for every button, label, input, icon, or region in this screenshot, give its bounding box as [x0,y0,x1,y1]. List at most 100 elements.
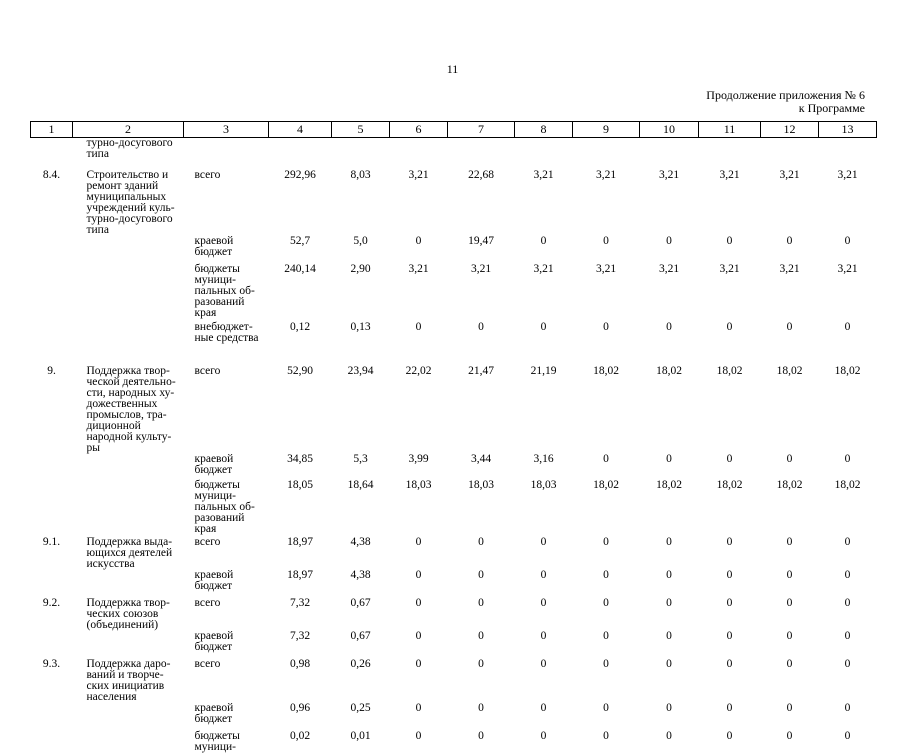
funding-source: бюджеты муници-пальных об-разований края [194,479,255,535]
table-row: бюджеты муници-пальных об-разований края 18… [31,476,877,535]
item-number [31,476,73,535]
amount-cell: 18,02 [593,365,619,377]
header-cell: 10 [639,121,699,138]
table-row: 9. Поддержка твор-ческой деятельно-сти, н… [31,344,877,454]
amount-cell: 18,03 [405,479,432,491]
funding-source: внебюджет-ные средства [194,321,259,344]
amount-cell: 0 [666,321,672,333]
funding-source: краевой бюджет [194,453,234,476]
item-number [31,236,73,258]
amount-cell [699,138,761,161]
amount-cell: 0 [415,630,422,642]
amount-cell: 3,21 [837,263,858,275]
table-row: бюджеты муници-пальных об-разований края 24… [31,258,877,319]
funding-source: краевой бюджет [194,569,234,592]
item-name: Поддержка твор-ческих союзов (объединений… [86,597,170,631]
amount-cell: 7,32 [289,630,311,642]
amount-cell: 23,94 [347,365,374,377]
amount-cell: 0,67 [350,597,371,609]
amount-cell: 21,47 [468,365,494,377]
amount-cell: 0 [666,569,672,581]
amount-cell: 0 [415,658,422,670]
amount-cell: 3,21 [533,263,554,275]
amount-cell: 292,96 [284,169,316,181]
amount-cell: 3,21 [408,169,429,181]
amount-cell: 3,21 [719,263,740,275]
table-row: краевой бюджет 34,85 5,3 3,99 3,44 3,16 0 0 0 0 0 [31,453,877,476]
item-number: 9. [47,365,56,377]
amount-cell: 18,02 [656,479,682,491]
amount-cell [269,138,332,161]
amount-cell: 0 [666,730,672,742]
item-number: 9.1. [42,536,61,548]
amount-cell: 0,96 [289,702,311,714]
table-row: краевой бюджет 0,96 0,25 0 0 0 0 0 0 0 0 [31,702,877,725]
amount-cell: 0 [726,658,733,670]
amount-cell: 3,16 [533,453,554,465]
item-number [31,725,73,753]
amount-cell: 0 [540,658,547,670]
table-row: 9.1. Поддержка выда-ющихся деятелей искусс… [31,535,877,570]
table-row: краевой бюджет 52,7 5,0 0 19,47 0 0 0 0 0 0 [31,235,877,258]
amount-cell: 7,32 [289,597,311,609]
amount-cell: 34,85 [287,453,313,465]
item-name [73,319,184,344]
amount-cell: 18,97 [287,569,313,581]
amount-cell: 0 [540,597,547,609]
item-number [31,631,73,653]
amount-cell: 0,01 [350,730,371,742]
header-cell: 2 [72,121,184,138]
continuation-line-1: Продолжение приложения № 6 [706,88,865,102]
amount-cell: 0 [603,702,609,714]
amount-cell: 18,03 [530,479,557,491]
amount-cell: 3,21 [779,263,800,275]
amount-cell: 3,21 [719,169,740,181]
item-number: 8.4. [42,169,61,181]
item-name [73,454,184,476]
amount-cell: 0,25 [350,702,371,714]
continuation-line-2: к Программе [798,101,865,115]
amount-cell: 18,02 [776,479,803,491]
amount-cell: 240,14 [284,263,316,275]
amount-cell [390,138,448,161]
amount-cell: 21,19 [530,365,557,377]
amount-cell: 3,21 [595,169,617,181]
amount-cell: 0 [786,453,793,465]
item-number [31,570,73,592]
amount-cell: 18,64 [347,479,374,491]
amount-cell: 18,02 [776,365,803,377]
amount-cell [448,138,515,161]
amount-cell: 0 [415,235,422,247]
amount-cell: 3,21 [408,263,429,275]
funding-source [184,138,269,161]
amount-cell: 18,02 [716,479,743,491]
appendix-continuation-heading: Продолжение приложения № 6 к Программе [706,89,865,115]
funding-source: всего [194,536,221,548]
amount-cell: 0 [844,569,851,581]
amount-cell: 0 [844,235,851,247]
amount-cell: 0 [786,569,793,581]
amount-cell: 0 [540,730,547,742]
item-name [73,258,184,319]
table-row: 8.4. Строительство и ремонт зданий муниципа… [31,160,877,236]
item-name: Строительство и ремонт зданий муниципальны… [86,169,175,236]
amount-cell: 0 [844,597,851,609]
amount-cell: 3,99 [408,453,429,465]
amount-cell: 8,03 [350,169,371,181]
amount-cell: 19,47 [468,235,494,247]
amount-cell: 0 [415,569,422,581]
page-number: 11 [446,62,459,76]
amount-cell: 0 [603,597,609,609]
amount-cell: 18,03 [468,479,494,491]
funding-source: всего [194,169,221,181]
funding-source: бюджеты муници-пальных об-разований края [194,263,255,319]
program-funding-table: 1 2 3 4 5 6 7 8 9 10 11 12 13 турно-досу… [30,121,877,753]
amount-cell: 0 [786,702,793,714]
amount-cell: 0 [478,597,484,609]
item-name [73,725,184,753]
amount-cell: 0,26 [350,658,371,670]
amount-cell: 0 [844,630,851,642]
amount-cell [640,138,699,161]
amount-cell: 0 [726,235,733,247]
header-cell: 7 [447,121,515,138]
